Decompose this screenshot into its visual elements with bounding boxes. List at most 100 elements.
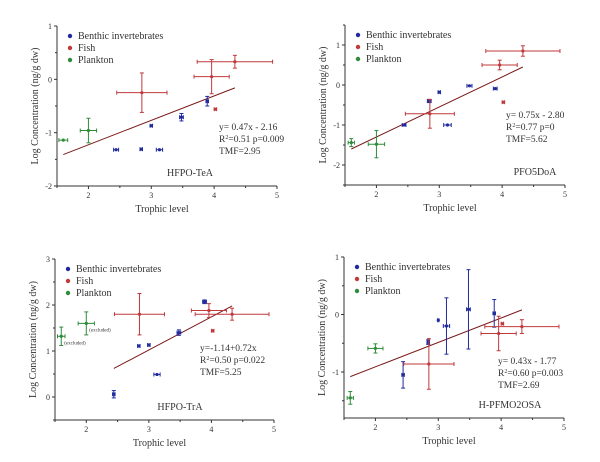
legend-label: Plankton [78,55,114,66]
y-tick-label: 1 [48,22,52,31]
data-point [210,328,215,333]
legend-marker [65,266,71,272]
point-marker [445,123,450,127]
data-point [79,117,98,144]
point-marker [137,312,142,316]
point-marker [84,321,88,325]
legend-marker [67,33,73,39]
data-point [466,269,471,350]
x-tick-label: 4 [212,191,216,200]
point-marker [501,100,505,104]
legend-label: Plankton [366,54,402,65]
compound-label: HFPO-TeA [167,168,214,179]
point-marker [467,84,472,88]
x-tick-label: 4 [499,423,503,432]
chart-panel-hfpo-tea: 2 3 4 5 -2 -1 0 1 Trophic level Log Concentration… [30,22,284,215]
point-marker [437,90,441,94]
series-fish [404,45,561,129]
point-marker [207,308,211,313]
y-tick-label: 3 [46,255,50,264]
point-marker [179,115,184,119]
chart-panel-h-pfmo2osa: 2 3 4 5 -1 0 1 Trophic level Log Concentration (… [317,253,566,447]
annotation-line: y= 0.47x - 2.16 [219,123,278,133]
y-tick-label: 0 [48,75,52,84]
data-point [149,123,154,128]
point-marker [211,329,215,333]
data-point [484,319,560,334]
data-point [443,123,452,127]
data-point [347,138,355,148]
regression-annotation: y=-1.14+0.72x R2=0.50 p=0.022 TMF=5.25 [200,344,265,378]
data-point [193,59,230,95]
data-point [116,72,168,113]
x-tick-label: 4 [500,190,504,199]
data-point [153,372,161,377]
x-tick-label: 2 [84,425,88,434]
x-tick-label: 2 [374,190,378,199]
data-point [442,297,451,355]
annotation-line: TMF=2.69 [498,381,540,391]
data-point [403,338,455,390]
data-point [202,299,207,305]
y-tick-label: 1 [46,347,50,356]
y-tick-label: 0 [335,311,339,320]
regression-line [63,87,236,155]
point-marker [498,63,502,67]
y-tick-label: -2 [333,161,340,170]
y-tick-label: 2 [46,301,50,310]
legend-label: Fish [78,43,95,54]
x-tick-label: 2 [373,423,377,432]
annotation-line: y= 0.43x - 1.77 [498,357,557,367]
data-point [190,303,227,318]
point-marker [147,343,151,347]
regression-line [113,305,233,369]
regression-annotation: y= 0.75x - 2.80 R2=0.77 p=0 TMF=5.62 [506,111,565,145]
annotation-line: R2=0.50 p=0.022 [200,356,265,366]
annotation-line: R2=0.51 p=0.009 [219,135,284,145]
data-point [179,112,184,122]
legend-label: Benthic invertebrates [76,264,161,275]
data-point [113,293,165,336]
y-tick-label: -2 [45,182,52,191]
point-marker [500,322,504,326]
legend-label: Benthic invertebrates [366,30,451,41]
point-marker [520,324,524,329]
point-label: (excluded) [64,341,86,346]
point-marker [374,142,379,146]
x-tick-label: 3 [147,425,151,434]
data-point [501,100,506,105]
point-marker [210,75,214,79]
y-axis-title: Log Concentration (ng/g dw) [30,48,41,165]
data-point [436,318,440,323]
data-point [155,147,164,152]
legend-marker [354,276,360,282]
series-benthic-invertebrates [401,269,497,389]
point-marker [137,344,141,348]
series-plankton: (excluded) (excluded) [57,311,111,346]
regression-line [350,309,523,378]
data-point [500,321,505,326]
legend-label: Fish [365,274,382,285]
series-benthic-invertebrates [113,95,210,152]
data-point [194,307,270,321]
point-marker [373,346,378,351]
legend-marker [65,278,71,284]
point-marker [112,392,116,396]
point-marker [348,396,352,400]
x-tick-label: 3 [436,423,440,432]
point-marker [521,49,525,53]
point-marker [427,362,431,366]
point-marker [492,311,496,315]
point-marker [497,331,501,336]
x-axis-title: Trophic level [133,438,186,449]
data-point [367,130,386,159]
y-tick-label: 1 [335,253,339,262]
point-marker [466,307,471,311]
series-fish [113,293,270,336]
y-axis-title: Log Concentration (ng/g dw) [317,279,328,396]
x-tick-label: 4 [209,425,213,434]
data-point: (excluded) [77,311,111,336]
annotation-line: y=-1.14+0.72x [200,344,257,354]
annotation-line: y= 0.75x - 2.80 [506,111,565,121]
